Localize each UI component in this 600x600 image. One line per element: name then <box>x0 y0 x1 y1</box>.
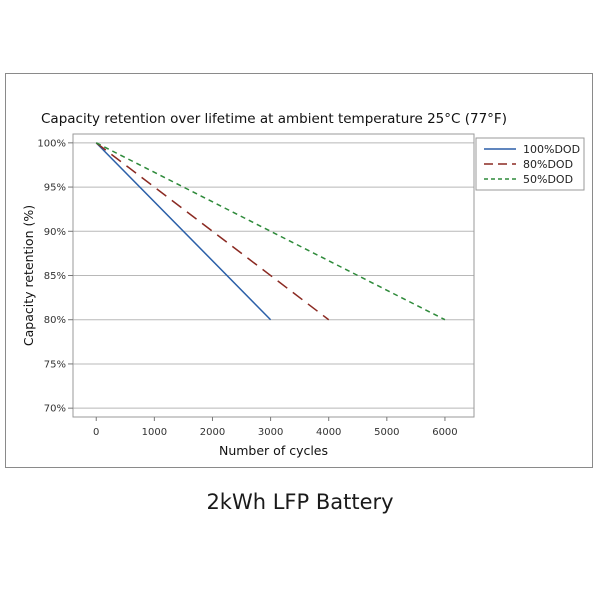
legend-label-0: 100%DOD <box>523 143 580 156</box>
y-axis-ticks: 70% 75% 80% 85% 90% 95% 100% <box>37 138 73 415</box>
x-tick-label: 5000 <box>374 427 399 438</box>
legend-label-2: 50%DOD <box>523 173 573 186</box>
product-caption: 2kWh LFP Battery <box>206 490 394 514</box>
x-tick-label: 1000 <box>142 427 167 438</box>
y-tick-label: 100% <box>37 138 66 149</box>
series-line-0 <box>95 142 272 321</box>
x-tick-label: 3000 <box>258 427 283 438</box>
series-line-1 <box>95 142 330 321</box>
series-line-2 <box>95 142 446 321</box>
y-axis-title: Capacity retention (%) <box>21 205 36 346</box>
y-tick-label: 85% <box>44 271 66 282</box>
x-tick-label: 4000 <box>316 427 341 438</box>
y-tick-label: 80% <box>44 315 66 326</box>
y-tick-label: 95% <box>44 183 66 194</box>
x-axis-title: Number of cycles <box>219 443 328 458</box>
chart-frame: Capacity retention over lifetime at ambi… <box>5 73 593 468</box>
legend-box <box>475 137 585 191</box>
grid-layer <box>73 142 474 409</box>
x-tick-label: 6000 <box>432 427 457 438</box>
capacity-retention-chart: Capacity retention over lifetime at ambi… <box>21 111 585 458</box>
y-tick-label: 75% <box>44 359 66 370</box>
x-axis-ticks: 0 1000 2000 3000 4000 5000 6000 <box>93 417 458 438</box>
y-tick-label: 90% <box>44 227 66 238</box>
series-layer <box>95 142 446 321</box>
x-tick-label: 2000 <box>200 427 225 438</box>
x-tick-label: 0 <box>93 427 99 438</box>
legend: 100%DOD 80%DOD 50%DOD <box>475 137 585 191</box>
legend-label-1: 80%DOD <box>523 158 573 171</box>
y-tick-label: 70% <box>44 404 66 415</box>
chart-title: Capacity retention over lifetime at ambi… <box>41 111 507 127</box>
